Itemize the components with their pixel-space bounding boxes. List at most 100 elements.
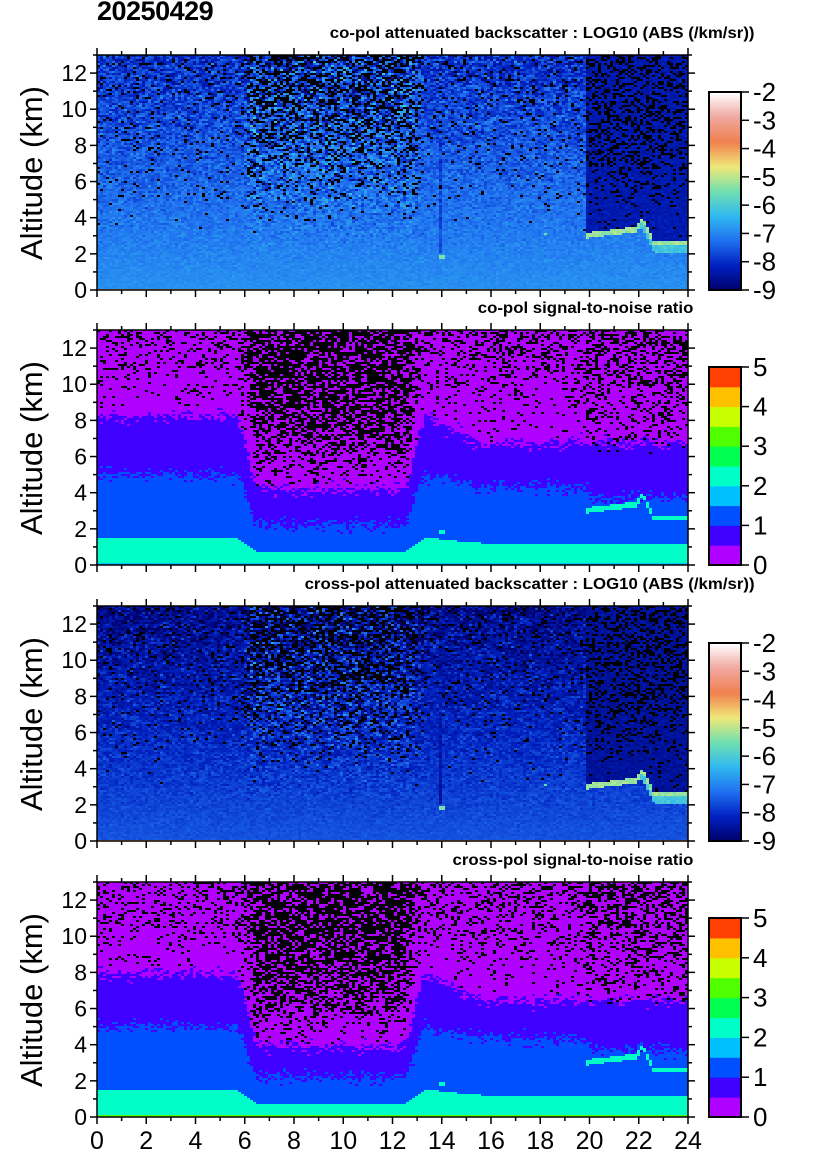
colorbar-segment — [709, 213, 741, 217]
colorbar-tick-label: 1 — [753, 1062, 767, 1092]
colorbar-segment — [709, 525, 741, 546]
colorbar-segment — [709, 139, 741, 143]
colorbar-segment — [709, 662, 741, 666]
colorbar-segment — [709, 709, 741, 713]
colorbar-segment — [709, 680, 741, 684]
x-tick-label: 2 — [139, 1127, 153, 1155]
y-tick-label: 8 — [74, 959, 87, 985]
y-tick-label: 2 — [74, 241, 87, 267]
x-tick-label: 0 — [90, 1127, 104, 1155]
colorbar-segment — [709, 826, 741, 830]
colorbar-segment — [709, 764, 741, 768]
colorbar-segment — [709, 670, 741, 674]
colorbar-segment — [709, 697, 741, 701]
colorbar-segment — [709, 176, 741, 180]
colorbar-segment — [709, 183, 741, 187]
colorbar-segment — [709, 275, 741, 279]
colorbar-segment — [709, 1037, 741, 1058]
colorbar-tick-label: 5 — [753, 352, 767, 382]
colorbar-segment — [709, 193, 741, 197]
colorbar-tick-label: -7 — [753, 769, 776, 799]
colorbar-segment — [709, 769, 741, 773]
colorbar-segment — [709, 694, 741, 699]
colorbar-segment — [709, 153, 741, 157]
colorbar-tick-label: -2 — [753, 628, 776, 658]
y-tick-label: 0 — [74, 552, 87, 578]
colorbar-segment — [709, 977, 741, 999]
colorbar-segment — [709, 282, 741, 286]
colorbar-segment — [709, 257, 741, 261]
colorbar-tick-label: 4 — [753, 392, 767, 422]
colorbar-segment — [709, 687, 741, 691]
colorbar-segment — [709, 267, 741, 271]
colorbar-segment — [709, 446, 741, 467]
colorbar-segment — [709, 485, 741, 507]
colorbar-segment — [709, 761, 741, 765]
y-tick-label: 8 — [74, 683, 87, 709]
y-tick-label: 6 — [74, 444, 87, 470]
colorbar-tick-label: -3 — [753, 656, 776, 686]
heatmap — [97, 882, 688, 1117]
colorbar-segment — [709, 677, 741, 681]
colorbar-segment — [709, 732, 741, 736]
colorbar-segment — [709, 109, 741, 113]
colorbar-segment — [709, 823, 741, 827]
colorbar-segment — [709, 749, 741, 753]
panel-title: cross-pol attenuated backscatter : LOG10… — [305, 576, 755, 593]
colorbar-segment — [709, 195, 741, 200]
colorbar-segment — [709, 647, 741, 652]
colorbar-segment — [709, 796, 741, 800]
colorbar-segment — [709, 811, 741, 815]
colorbar-segment — [709, 200, 741, 204]
colorbar-frame — [708, 642, 742, 842]
colorbar-tick-label: 5 — [753, 903, 767, 933]
colorbar-segment — [709, 751, 741, 755]
colorbar-segment — [709, 836, 741, 840]
colorbar-segment — [709, 186, 741, 190]
panel-title: cross-pol signal-to-noise ratio — [452, 852, 693, 869]
colorbar-segment — [709, 729, 741, 733]
colorbar-segment — [709, 215, 741, 219]
y-tick-label: 2 — [74, 516, 87, 542]
y-tick-label: 0 — [74, 1104, 87, 1130]
colorbar-segment — [709, 178, 741, 182]
colorbar-segment — [709, 114, 741, 118]
colorbar-segment — [709, 168, 741, 172]
y-tick-label: 4 — [74, 205, 87, 231]
colorbar-segment — [709, 225, 741, 229]
colorbar-tick-label: -9 — [753, 826, 776, 856]
x-tick-label: 18 — [526, 1127, 554, 1155]
colorbar-segment — [709, 722, 741, 726]
colorbar-segment — [709, 208, 741, 212]
colorbar-segment — [709, 121, 741, 125]
colorbar-segment — [709, 173, 741, 177]
colorbar-segment — [709, 270, 741, 274]
x-tick-label: 6 — [238, 1127, 252, 1155]
heatmap — [97, 55, 688, 290]
colorbar-segment — [709, 672, 741, 676]
colorbar-segment — [709, 104, 741, 108]
colorbar-tick-label: -4 — [753, 134, 776, 164]
colorbar-segment — [709, 277, 741, 281]
colorbar-segment — [709, 791, 741, 795]
colorbar-segment — [709, 111, 741, 115]
y-tick-label: 10 — [61, 96, 87, 122]
colorbar-segment — [709, 957, 741, 979]
colorbar-segment — [709, 233, 741, 237]
y-tick-label: 6 — [74, 720, 87, 746]
colorbar-segment — [709, 466, 741, 487]
colorbar-segment — [709, 386, 741, 408]
colorbar-segment — [709, 205, 741, 209]
colorbar-segment — [709, 719, 741, 723]
colorbar-segment — [709, 285, 741, 289]
colorbar-segment — [709, 131, 741, 135]
colorbar-segment — [709, 166, 741, 170]
colorbar-segment — [709, 280, 741, 284]
colorbar-segment — [709, 136, 741, 140]
colorbar-frame — [708, 91, 742, 291]
y-tick-label: 12 — [61, 887, 87, 913]
colorbar-segment — [709, 124, 741, 128]
panel-title: co-pol signal-to-noise ratio — [477, 300, 693, 317]
